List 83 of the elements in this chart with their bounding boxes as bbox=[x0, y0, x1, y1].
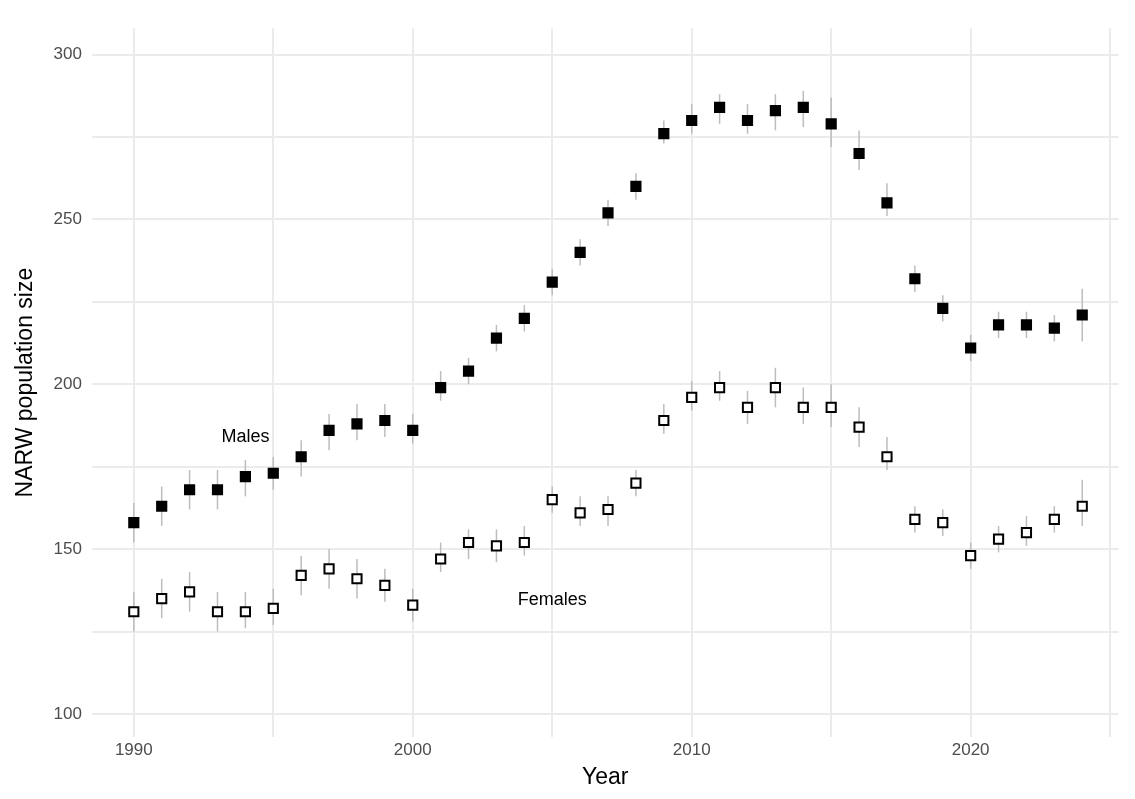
x-tick-label: 2010 bbox=[672, 739, 711, 759]
y-tick-label: 200 bbox=[53, 373, 82, 393]
point bbox=[630, 477, 642, 489]
x-tick-label: 2000 bbox=[393, 739, 432, 759]
y-tick-label: 250 bbox=[53, 209, 82, 229]
point bbox=[574, 507, 586, 519]
point bbox=[323, 563, 335, 575]
point bbox=[351, 573, 363, 585]
point bbox=[184, 586, 196, 598]
point bbox=[741, 401, 754, 413]
point bbox=[407, 599, 419, 611]
point bbox=[267, 467, 279, 479]
point bbox=[797, 101, 809, 113]
point bbox=[518, 536, 530, 549]
point bbox=[267, 602, 279, 615]
point bbox=[462, 536, 475, 549]
point bbox=[490, 540, 503, 552]
point bbox=[156, 592, 168, 605]
point bbox=[853, 421, 865, 433]
point bbox=[435, 381, 447, 394]
point bbox=[128, 606, 140, 618]
point bbox=[1076, 309, 1088, 321]
point bbox=[992, 533, 1005, 545]
y-tick-label: 150 bbox=[53, 538, 82, 558]
point bbox=[462, 365, 475, 377]
point bbox=[295, 569, 307, 582]
point bbox=[574, 246, 586, 258]
point bbox=[295, 451, 307, 463]
point bbox=[239, 470, 251, 483]
point bbox=[518, 312, 530, 324]
point bbox=[853, 147, 865, 160]
y-tick-label: 100 bbox=[53, 703, 82, 723]
point bbox=[658, 128, 670, 140]
point bbox=[156, 500, 168, 512]
point bbox=[184, 484, 196, 496]
x-tick-label: 1990 bbox=[114, 739, 153, 759]
point bbox=[881, 451, 893, 463]
point bbox=[686, 391, 698, 404]
point bbox=[937, 517, 949, 529]
point bbox=[797, 401, 809, 413]
point bbox=[379, 579, 391, 591]
point bbox=[1076, 500, 1088, 512]
point bbox=[825, 118, 837, 130]
point bbox=[714, 101, 726, 113]
point bbox=[602, 207, 614, 219]
point bbox=[965, 550, 977, 562]
point bbox=[211, 484, 224, 496]
point bbox=[211, 606, 224, 618]
point bbox=[1048, 322, 1060, 334]
point bbox=[769, 105, 781, 117]
point bbox=[407, 424, 419, 436]
point bbox=[490, 332, 503, 344]
point bbox=[769, 381, 781, 394]
x-tick-label: 2020 bbox=[951, 739, 990, 759]
point bbox=[825, 401, 837, 413]
point bbox=[714, 381, 726, 394]
point bbox=[686, 114, 698, 127]
point bbox=[881, 197, 893, 209]
point bbox=[658, 414, 670, 427]
point bbox=[937, 302, 949, 315]
point bbox=[323, 424, 335, 436]
point bbox=[1020, 319, 1033, 331]
point bbox=[379, 414, 391, 427]
point bbox=[128, 517, 140, 529]
point bbox=[992, 319, 1005, 331]
point bbox=[239, 606, 251, 618]
point bbox=[435, 553, 447, 565]
point bbox=[546, 276, 558, 288]
point bbox=[1020, 527, 1033, 539]
point bbox=[909, 513, 921, 526]
point bbox=[602, 503, 614, 516]
point bbox=[630, 180, 642, 193]
point bbox=[351, 418, 363, 430]
series-label: Males bbox=[221, 425, 270, 446]
point bbox=[1048, 513, 1060, 526]
point bbox=[741, 114, 754, 127]
y-axis-title: NARW population size bbox=[11, 267, 38, 498]
point bbox=[909, 273, 921, 285]
y-tick-label: 300 bbox=[53, 44, 82, 64]
x-axis-title: Year bbox=[581, 762, 629, 789]
text: Females bbox=[517, 588, 587, 609]
point bbox=[546, 494, 558, 506]
point bbox=[965, 342, 977, 354]
